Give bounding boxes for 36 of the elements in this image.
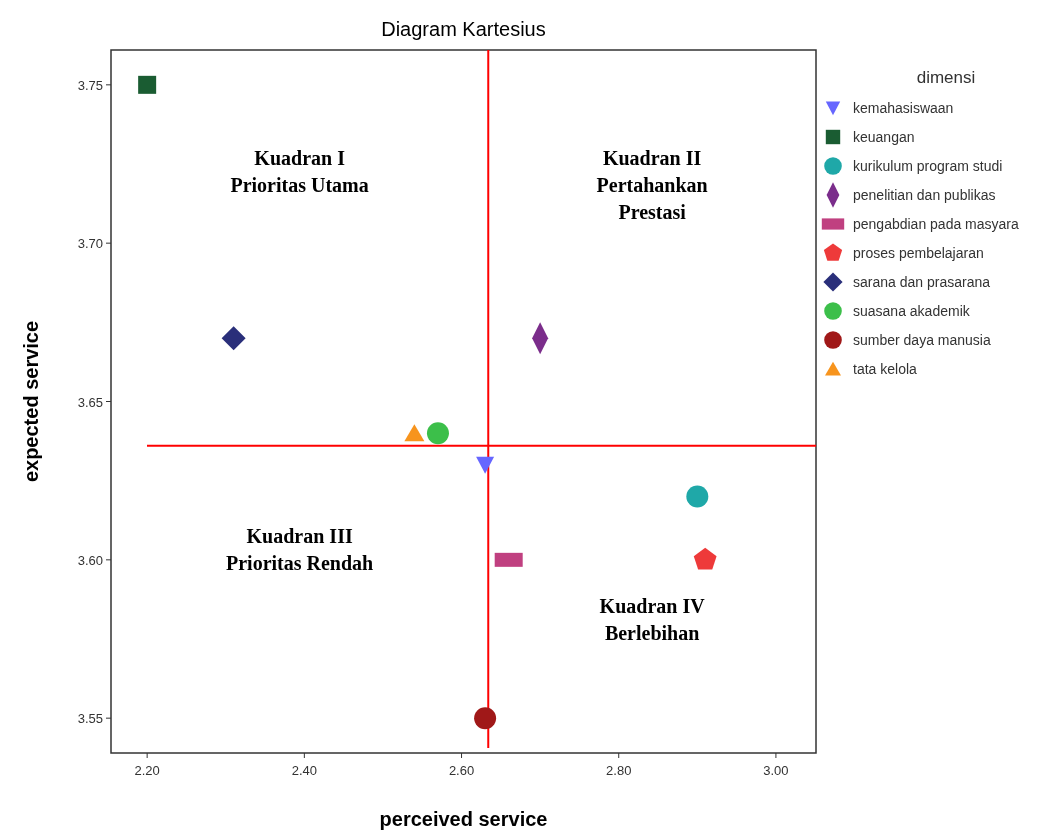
point bbox=[404, 424, 425, 442]
y-axis-title: expected service bbox=[20, 320, 42, 483]
x-axis-title: perceived service bbox=[379, 808, 548, 830]
x-tick-label: 2.80 bbox=[606, 763, 632, 778]
y-tick-label: 3.65 bbox=[77, 394, 103, 410]
point bbox=[476, 456, 495, 474]
x-tick-label: 2.60 bbox=[448, 763, 475, 778]
point bbox=[221, 326, 246, 351]
annotation: Kuadran IV Berlebihan bbox=[599, 595, 706, 644]
point bbox=[474, 707, 497, 730]
point bbox=[138, 75, 157, 94]
chart-title: Diagram Kartesius bbox=[381, 18, 546, 40]
legend-label: keuangan bbox=[853, 129, 915, 145]
legend-label: pengabdian pada masyara bbox=[853, 216, 1020, 232]
point bbox=[693, 547, 717, 570]
x-tick-label: 2.20 bbox=[134, 763, 160, 778]
legend-label: sarana dan prasarana bbox=[853, 274, 991, 290]
y-tick-label: 3.60 bbox=[77, 552, 103, 568]
point bbox=[686, 485, 709, 508]
annotation: Kuadran II Pertahankan Prestasi bbox=[596, 147, 708, 223]
point bbox=[426, 422, 449, 445]
legend-label: suasana akademik bbox=[853, 303, 971, 319]
y-tick-label: 3.55 bbox=[77, 711, 103, 727]
annotation: Kuadran I Prioritas Utama bbox=[230, 147, 369, 196]
legend-label: proses pembelajaran bbox=[853, 245, 984, 261]
legend-label: penelitian dan publikas bbox=[853, 187, 996, 203]
annotation: Kuadran III Prioritas Rendah bbox=[226, 525, 374, 574]
legend-label: tata kelola bbox=[853, 361, 918, 377]
y-tick-label: 3.70 bbox=[77, 236, 103, 252]
legend-label: kemahasiswaan bbox=[853, 100, 954, 116]
x-tick-label: 2.40 bbox=[291, 763, 317, 778]
legend-label: sumber daya manusia bbox=[853, 332, 991, 348]
legend-label: kurikulum program studi bbox=[853, 158, 1003, 174]
legend-title: dimensi bbox=[916, 68, 976, 87]
y-tick-label: 3.75 bbox=[77, 77, 103, 93]
x-tick-label: 3.00 bbox=[763, 763, 789, 778]
